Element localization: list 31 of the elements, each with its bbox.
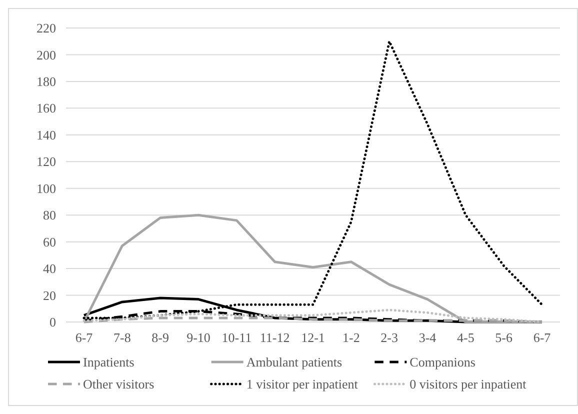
y-tick-label: 160: [36, 100, 56, 116]
y-tick-label: 220: [36, 20, 56, 36]
x-tick-label: 11-12: [260, 330, 290, 345]
legend-label: 0 visitors per inpatient: [410, 376, 527, 392]
y-tick-label: 200: [36, 47, 56, 62]
y-tick-label: 0: [50, 314, 56, 330]
x-tick-label: 2-3: [380, 330, 398, 345]
x-tick-label: 6-7: [75, 330, 94, 345]
y-tick-label: 100: [36, 180, 56, 196]
y-tick-label: 80: [43, 208, 56, 223]
x-tick-label: 4-5: [456, 330, 474, 345]
x-tick-label: 12-1: [301, 330, 325, 345]
x-tick-label: 1-2: [342, 330, 360, 345]
x-tick-label: 7-8: [113, 330, 131, 345]
legend-label: Companions: [410, 354, 476, 370]
x-tick-label: 10-11: [222, 330, 252, 345]
x-tick-label: 3-4: [418, 330, 437, 345]
x-tick-label: 8-9: [152, 330, 170, 345]
y-tick-label: 20: [43, 288, 56, 303]
y-tick-label: 140: [36, 127, 56, 142]
x-tick-label: 9-10: [186, 330, 210, 345]
y-tick-label: 120: [36, 154, 56, 170]
legend-label: Ambulant patients: [246, 354, 342, 370]
legend-label: Inpatients: [83, 354, 134, 370]
y-tick-label: 180: [36, 74, 56, 90]
x-tick-label: 5-6: [495, 330, 513, 345]
y-tick-label: 40: [43, 261, 56, 276]
y-tick-label: 60: [43, 234, 56, 250]
legend-label: 1 visitor per inpatient: [246, 376, 358, 392]
legend-label: Other visitors: [83, 376, 154, 392]
x-tick-label: 6-7: [533, 330, 552, 345]
